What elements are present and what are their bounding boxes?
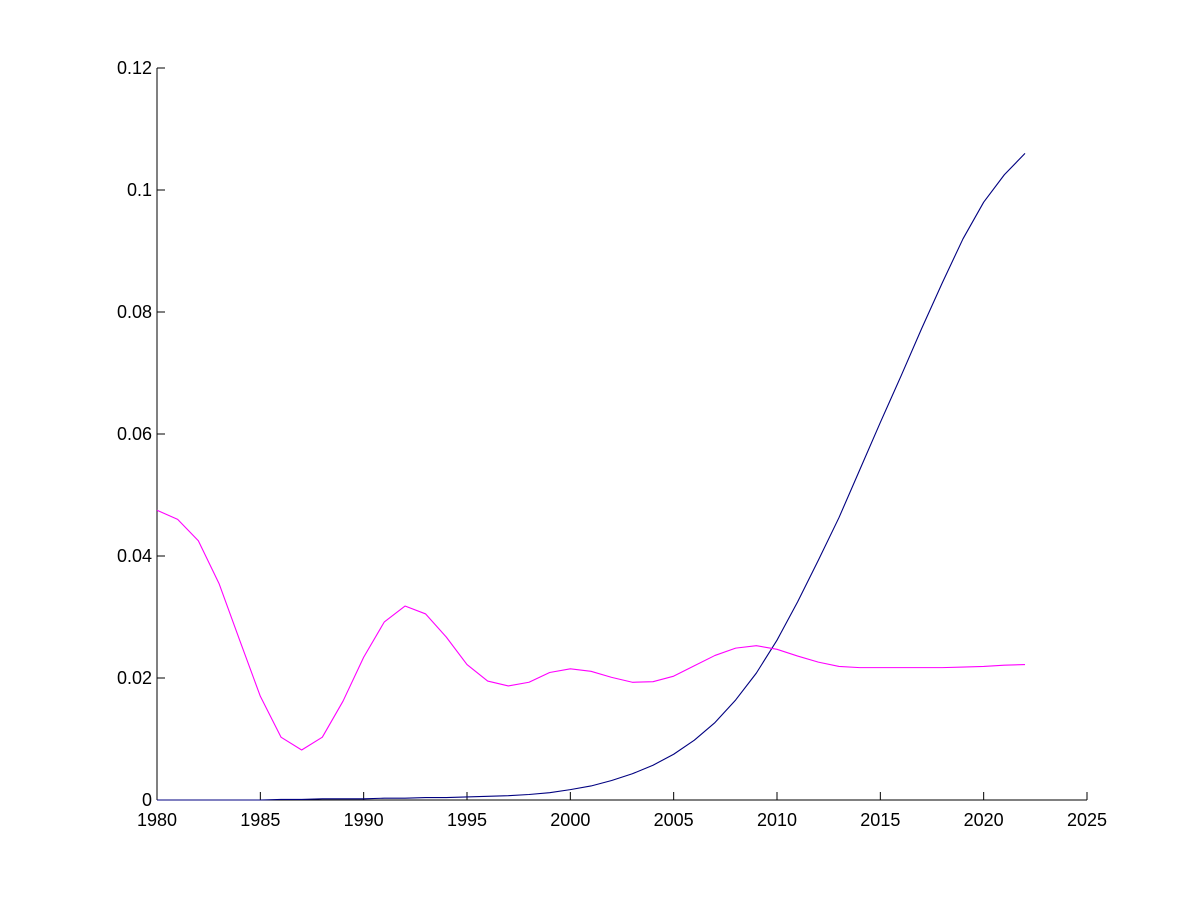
x-tick-label: 2015 bbox=[860, 810, 900, 830]
x-tick-label: 1995 bbox=[447, 810, 487, 830]
y-tick-label: 0.1 bbox=[127, 180, 152, 200]
y-tick-label: 0.06 bbox=[117, 424, 152, 444]
x-tick-label: 1990 bbox=[344, 810, 384, 830]
y-tick-label: 0.04 bbox=[117, 546, 152, 566]
axes bbox=[156, 67, 1088, 801]
y-tick-label: 0.02 bbox=[117, 668, 152, 688]
x-tick-label: 2005 bbox=[654, 810, 694, 830]
y-tick-label: 0 bbox=[142, 790, 152, 810]
series-line-1 bbox=[157, 153, 1026, 801]
x-tick-label: 1980 bbox=[137, 810, 177, 830]
tick-labels: 1980 1985 1990 1995 2000 2005 2010 2015 2020 2025… bbox=[117, 58, 1107, 830]
x-tick-label: 2025 bbox=[1067, 810, 1107, 830]
series-group bbox=[156, 153, 1026, 801]
y-tick-label: 0.08 bbox=[117, 302, 152, 322]
x-tick-label: 2000 bbox=[550, 810, 590, 830]
x-tick-label: 2020 bbox=[964, 810, 1004, 830]
x-tick-label: 2010 bbox=[757, 810, 797, 830]
series-line-2 bbox=[156, 509, 1026, 751]
y-tick-label: 0.12 bbox=[117, 58, 152, 78]
x-tick-label: 1985 bbox=[240, 810, 280, 830]
